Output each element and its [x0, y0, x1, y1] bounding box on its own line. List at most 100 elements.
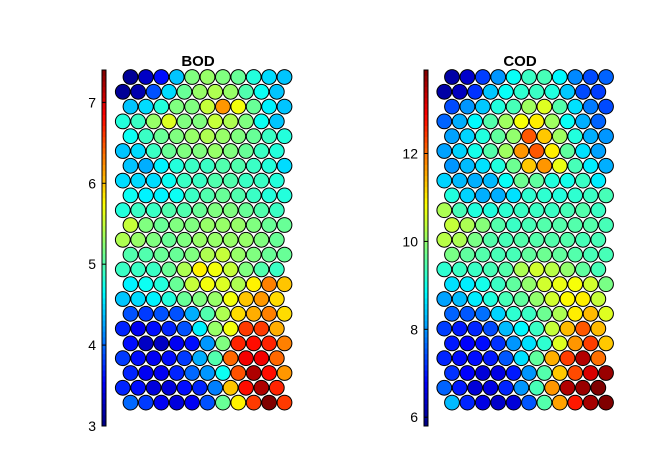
hex-cell	[161, 143, 177, 159]
hex-cell	[130, 261, 147, 278]
hex-cell	[222, 113, 239, 130]
hex-cell	[482, 143, 499, 159]
colorbar-segment	[424, 209, 428, 216]
hex-cell	[436, 320, 453, 337]
hex-cell	[222, 231, 239, 248]
hex-cell	[145, 350, 162, 367]
colorbar-segment	[102, 220, 106, 227]
colorbar-segment	[424, 97, 428, 104]
hex-cell	[184, 157, 201, 174]
hex-cell	[261, 128, 278, 145]
colorbar-segment	[424, 92, 428, 99]
hex-cell	[590, 261, 607, 278]
hex-cell	[138, 335, 154, 352]
hex-cell	[474, 128, 491, 145]
hex-cell	[176, 350, 193, 367]
hex-cell	[474, 217, 491, 233]
hex-cell	[207, 143, 224, 159]
hex-cell	[521, 335, 537, 352]
colorbar-segment	[102, 192, 106, 199]
hex-cell	[122, 128, 139, 145]
hex-cell	[505, 128, 522, 145]
hex-cell	[590, 379, 607, 396]
hex-cell	[276, 187, 293, 204]
hex-cell	[536, 305, 553, 322]
hex-cell	[544, 172, 560, 189]
hex-cell	[513, 320, 530, 337]
colorbar-segment	[102, 108, 106, 115]
colorbar-segment	[102, 331, 106, 338]
colorbar-segment	[102, 142, 106, 149]
hex-cell	[191, 172, 208, 189]
colorbar-segment	[102, 325, 106, 332]
hex-cell	[207, 113, 224, 130]
hex-cell	[276, 305, 293, 322]
hex-cell	[590, 231, 607, 248]
colorbar-segment	[424, 186, 428, 193]
hex-cell	[114, 320, 131, 337]
colorbar-segment	[424, 270, 428, 277]
hex-cell	[436, 350, 453, 367]
hex-cell	[230, 276, 247, 293]
hex-cell	[222, 350, 239, 367]
hex-cell	[238, 379, 254, 396]
hex-cell	[551, 157, 568, 174]
hex-cell	[513, 83, 530, 100]
hex-cell	[176, 172, 193, 189]
hex-cell	[444, 365, 460, 381]
hex-cell	[238, 83, 254, 100]
colorbar-segment	[424, 264, 428, 271]
colorbar-tick-label: 12	[402, 146, 418, 162]
hex-cell	[207, 202, 224, 219]
hex-cell	[176, 143, 193, 159]
hex-cell	[528, 143, 545, 159]
colorbar-segment	[102, 253, 106, 260]
hex-cell	[474, 305, 491, 322]
hex-cell	[122, 246, 139, 263]
hex-cell	[498, 379, 514, 396]
hex-cell	[253, 202, 270, 219]
hex-cell	[590, 83, 607, 100]
colorbar-segment	[424, 320, 428, 327]
colorbar-segment	[424, 120, 428, 127]
bod-hexagon-grid	[114, 69, 293, 411]
hex-cell	[521, 128, 537, 145]
colorbar-segment	[102, 125, 106, 132]
hex-cell	[567, 69, 584, 85]
hex-cell	[184, 305, 201, 322]
hex-cell	[199, 305, 216, 322]
hex-cell	[575, 291, 591, 307]
hex-cell	[505, 157, 522, 174]
hex-cell	[245, 98, 262, 115]
hex-cell	[559, 113, 576, 130]
hex-cell	[551, 69, 568, 85]
hex-cell	[130, 113, 147, 130]
hex-cell	[528, 172, 545, 189]
hex-cell	[451, 291, 468, 307]
colorbar-tick-label: 8	[410, 321, 418, 337]
hex-cell	[184, 365, 201, 381]
hex-cell	[184, 276, 201, 293]
hex-cell	[575, 172, 591, 189]
hex-cell	[168, 98, 185, 115]
hex-cell	[122, 335, 139, 352]
hex-cell	[191, 202, 208, 219]
hex-cell	[490, 394, 507, 411]
hex-cell	[168, 128, 185, 145]
hex-cell	[230, 335, 247, 352]
hex-cell	[536, 69, 553, 85]
hex-cell	[122, 157, 139, 174]
hex-cell	[230, 98, 247, 115]
hex-cell	[130, 350, 147, 367]
hex-cell	[528, 261, 545, 278]
colorbar-segment	[424, 236, 428, 243]
hex-cell	[459, 217, 476, 233]
colorbar-segment	[102, 86, 106, 93]
hex-cell	[567, 98, 584, 115]
colorbar-segment	[102, 314, 106, 321]
hex-cell	[467, 113, 484, 130]
hex-cell	[114, 231, 131, 248]
hex-cell	[253, 83, 270, 100]
hex-cell	[184, 187, 201, 204]
hex-cell	[230, 365, 247, 381]
